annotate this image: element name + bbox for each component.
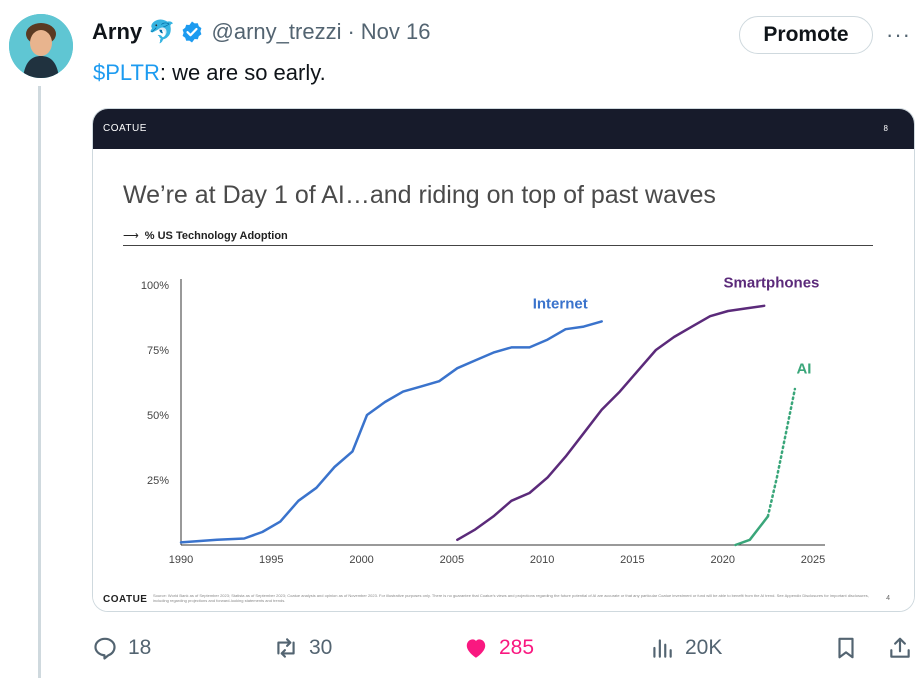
verified-badge-icon[interactable] [180, 20, 204, 44]
series-line-internet [179, 320, 603, 544]
dolphin-icon: 🐬 [148, 19, 176, 44]
author-name[interactable]: Arny [92, 19, 143, 44]
bookmark-icon [838, 637, 854, 659]
promote-button[interactable]: Promote [739, 16, 873, 54]
repost-button[interactable]: 30 [273, 630, 332, 666]
y-tick-label: 25% [147, 475, 169, 487]
action-bar: 18 30 285 20K [92, 630, 915, 666]
heart-icon [466, 639, 486, 658]
bookmark-button[interactable] [833, 630, 869, 666]
slide-divider [123, 245, 873, 246]
slide-body: We’re at Day 1 of AI…and riding on top o… [93, 149, 914, 611]
separator-dot: · [347, 19, 355, 44]
y-tick-label: 75% [147, 345, 169, 357]
arrow-icon: ⟶ [123, 230, 139, 242]
slide-footer-logo: COATUE [103, 594, 148, 605]
avatar[interactable] [9, 14, 73, 78]
slide-header-logo: COATUE [103, 123, 147, 134]
reply-count: 18 [128, 636, 152, 659]
x-tick-label: 2005 [440, 554, 464, 566]
thread-line [38, 86, 41, 678]
tweet-text: $PLTR: we are so early. [93, 60, 326, 86]
series-label-ai: AI [796, 360, 811, 377]
tweet-body: : we are so early. [159, 60, 326, 85]
views-bar-chart-icon [653, 639, 672, 658]
x-tick-label: 2015 [620, 554, 644, 566]
like-count: 285 [499, 636, 535, 659]
repost-icon [277, 638, 295, 658]
x-tick-label: 2025 [801, 554, 825, 566]
author-handle[interactable]: @arny_trezzi [211, 19, 342, 44]
media-image[interactable]: COATUE 8 We’re at Day 1 of AI…and riding… [92, 108, 915, 612]
slide-header-page: 8 [883, 124, 888, 133]
avatar-image [9, 14, 73, 78]
share-button[interactable] [887, 630, 923, 666]
series-line-ai [734, 515, 770, 547]
chart-background [123, 253, 873, 571]
cashtag-link[interactable]: $PLTR [93, 60, 160, 85]
views-count: 20K [685, 636, 723, 659]
adoption-chart: 25% 50% 75% 100% 1990 1995 2000 2005 2010 2015 202… [123, 253, 873, 571]
slide-subtitle-text: % US Technology Adoption [144, 230, 288, 242]
slide-header-bar: COATUE 8 [93, 109, 914, 149]
x-tick-label: 1995 [259, 554, 283, 566]
series-label-internet: Internet [533, 295, 588, 312]
more-options-icon[interactable]: ··· [886, 22, 911, 47]
share-icon [890, 637, 910, 658]
x-tick-label: 2000 [349, 554, 373, 566]
x-tick-label: 2020 [710, 554, 734, 566]
tweet-date[interactable]: Nov 16 [360, 19, 431, 44]
slide-footer-page: 4 [886, 595, 890, 602]
slide-subtitle: ⟶ % US Technology Adoption [123, 229, 288, 242]
y-tick-label: 50% [147, 410, 169, 422]
series-label-smartphones: Smartphones [724, 275, 820, 292]
series-line-ai-projected [766, 387, 797, 518]
reply-icon [94, 637, 116, 660]
views-button[interactable]: 20K [649, 630, 722, 666]
x-tick-label: 1990 [169, 554, 193, 566]
repost-count: 30 [309, 636, 333, 659]
y-tick-label: 100% [141, 280, 169, 292]
slide-footer-disclaimer: Source: World Bank as of September 2023;… [153, 593, 869, 603]
x-tick-label: 2010 [530, 554, 554, 566]
tweet-header: Arny 🐬 @arny_trezzi · Nov 16 [92, 16, 431, 48]
slide-title: We’re at Day 1 of AI…and riding on top o… [123, 181, 716, 209]
like-button[interactable]: 285 [463, 630, 534, 666]
reply-button[interactable]: 18 [92, 630, 151, 666]
series-line-smartphones [456, 304, 766, 542]
